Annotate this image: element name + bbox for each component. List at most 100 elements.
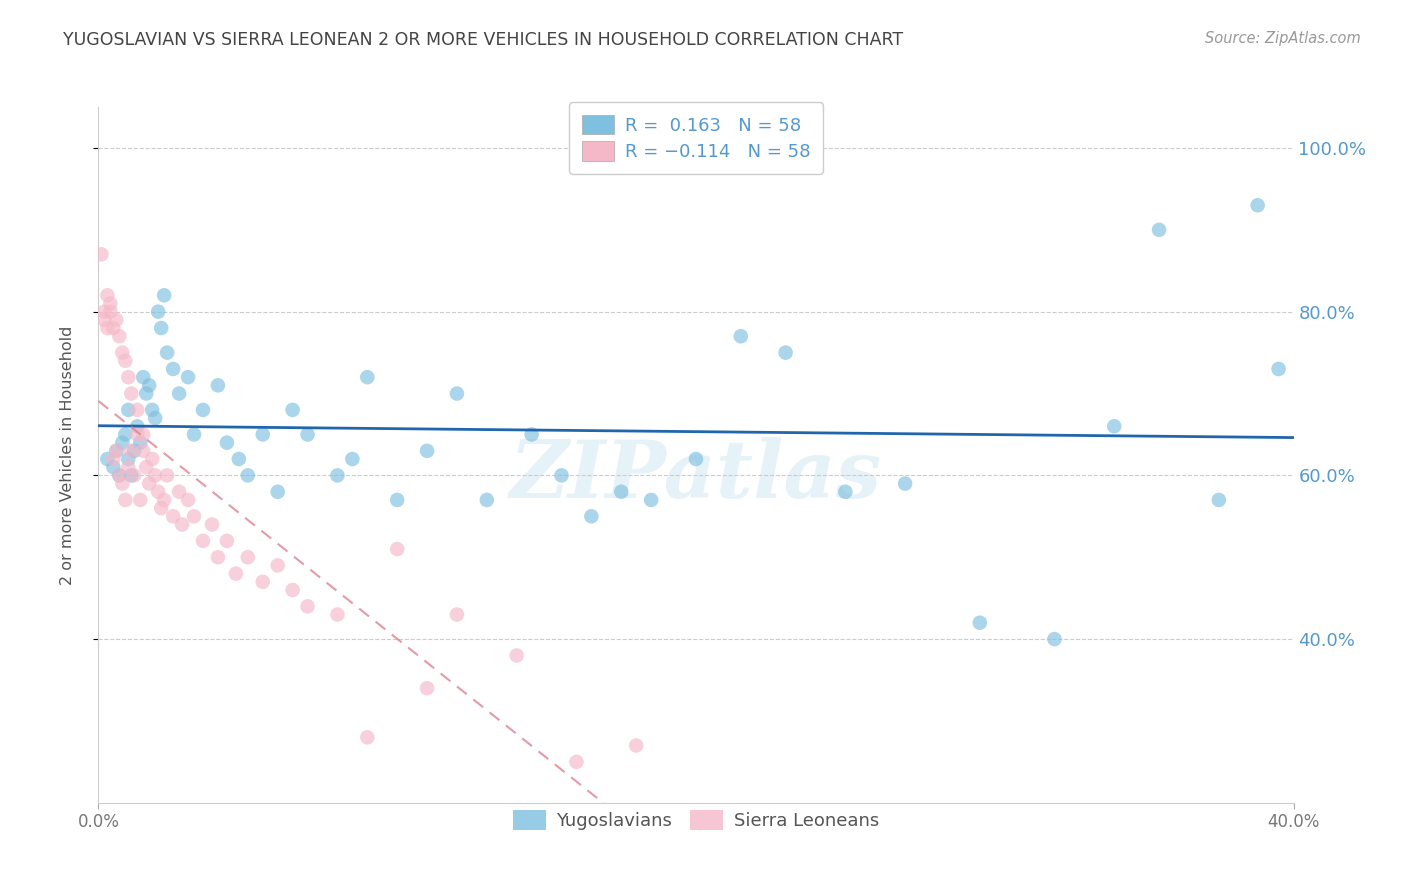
Point xyxy=(416,443,439,458)
Point xyxy=(141,403,163,417)
Point xyxy=(252,574,274,589)
Point xyxy=(127,419,149,434)
Point xyxy=(120,443,142,458)
Point xyxy=(236,550,259,565)
Point xyxy=(225,566,247,581)
Point xyxy=(1247,198,1270,212)
Point xyxy=(96,288,118,302)
Point xyxy=(356,731,378,745)
Point xyxy=(1104,419,1126,434)
Point xyxy=(124,443,146,458)
Point xyxy=(326,468,349,483)
Point xyxy=(111,345,134,359)
Point xyxy=(132,443,155,458)
Y-axis label: 2 or more Vehicles in Household: 2 or more Vehicles in Household xyxy=(60,326,75,584)
Point xyxy=(162,509,184,524)
Point xyxy=(267,484,290,499)
Point xyxy=(267,558,290,573)
Point xyxy=(167,484,190,499)
Point xyxy=(215,435,238,450)
Point xyxy=(141,452,163,467)
Point xyxy=(156,345,179,359)
Point xyxy=(96,452,118,467)
Point xyxy=(1147,223,1170,237)
Point xyxy=(120,386,142,401)
Point xyxy=(105,443,128,458)
Point xyxy=(103,321,125,335)
Point xyxy=(150,321,173,335)
Point xyxy=(114,492,136,507)
Point xyxy=(215,533,238,548)
Point xyxy=(581,509,603,524)
Point xyxy=(207,550,229,565)
Legend: Yugoslavians, Sierra Leoneans: Yugoslavians, Sierra Leoneans xyxy=(503,801,889,839)
Point xyxy=(326,607,349,622)
Point xyxy=(156,468,179,483)
Point xyxy=(640,492,662,507)
Point xyxy=(626,739,648,753)
Point xyxy=(506,648,529,663)
Point xyxy=(281,403,304,417)
Point xyxy=(177,370,200,384)
Point xyxy=(150,501,173,516)
Point xyxy=(117,452,139,467)
Point xyxy=(117,403,139,417)
Point xyxy=(148,484,170,499)
Point xyxy=(183,427,205,442)
Point xyxy=(129,492,152,507)
Point xyxy=(191,533,214,548)
Point xyxy=(520,427,543,442)
Point xyxy=(103,460,125,475)
Point xyxy=(120,468,142,483)
Point xyxy=(117,460,139,475)
Point xyxy=(96,321,118,335)
Point xyxy=(98,304,122,318)
Point xyxy=(475,492,498,507)
Point xyxy=(228,452,250,467)
Point xyxy=(201,517,224,532)
Point xyxy=(108,468,131,483)
Point xyxy=(207,378,229,392)
Point xyxy=(1043,632,1066,646)
Point xyxy=(446,386,468,401)
Point xyxy=(108,329,131,343)
Point xyxy=(117,370,139,384)
Text: Source: ZipAtlas.com: Source: ZipAtlas.com xyxy=(1205,31,1361,46)
Point xyxy=(416,681,439,696)
Point xyxy=(129,435,152,450)
Point xyxy=(114,353,136,368)
Point xyxy=(894,476,917,491)
Point xyxy=(124,468,146,483)
Point xyxy=(93,304,115,318)
Point xyxy=(127,427,149,442)
Point xyxy=(105,443,128,458)
Point xyxy=(297,427,319,442)
Point xyxy=(135,460,157,475)
Point xyxy=(610,484,633,499)
Point xyxy=(177,492,200,507)
Point xyxy=(127,403,149,417)
Point xyxy=(135,386,157,401)
Point xyxy=(111,435,134,450)
Point xyxy=(90,247,112,261)
Point xyxy=(105,313,128,327)
Text: YUGOSLAVIAN VS SIERRA LEONEAN 2 OR MORE VEHICLES IN HOUSEHOLD CORRELATION CHART: YUGOSLAVIAN VS SIERRA LEONEAN 2 OR MORE … xyxy=(63,31,904,49)
Point xyxy=(111,476,134,491)
Point xyxy=(446,607,468,622)
Point xyxy=(385,542,409,557)
Point xyxy=(1267,362,1289,376)
Point xyxy=(138,378,160,392)
Point xyxy=(252,427,274,442)
Point xyxy=(969,615,991,630)
Point xyxy=(281,582,304,597)
Point xyxy=(1208,492,1230,507)
Point xyxy=(834,484,856,499)
Point xyxy=(730,329,752,343)
Point xyxy=(143,468,166,483)
Point xyxy=(297,599,319,614)
Text: ZIPatlas: ZIPatlas xyxy=(510,437,882,515)
Point xyxy=(138,476,160,491)
Point xyxy=(153,492,176,507)
Point xyxy=(356,370,378,384)
Point xyxy=(132,370,155,384)
